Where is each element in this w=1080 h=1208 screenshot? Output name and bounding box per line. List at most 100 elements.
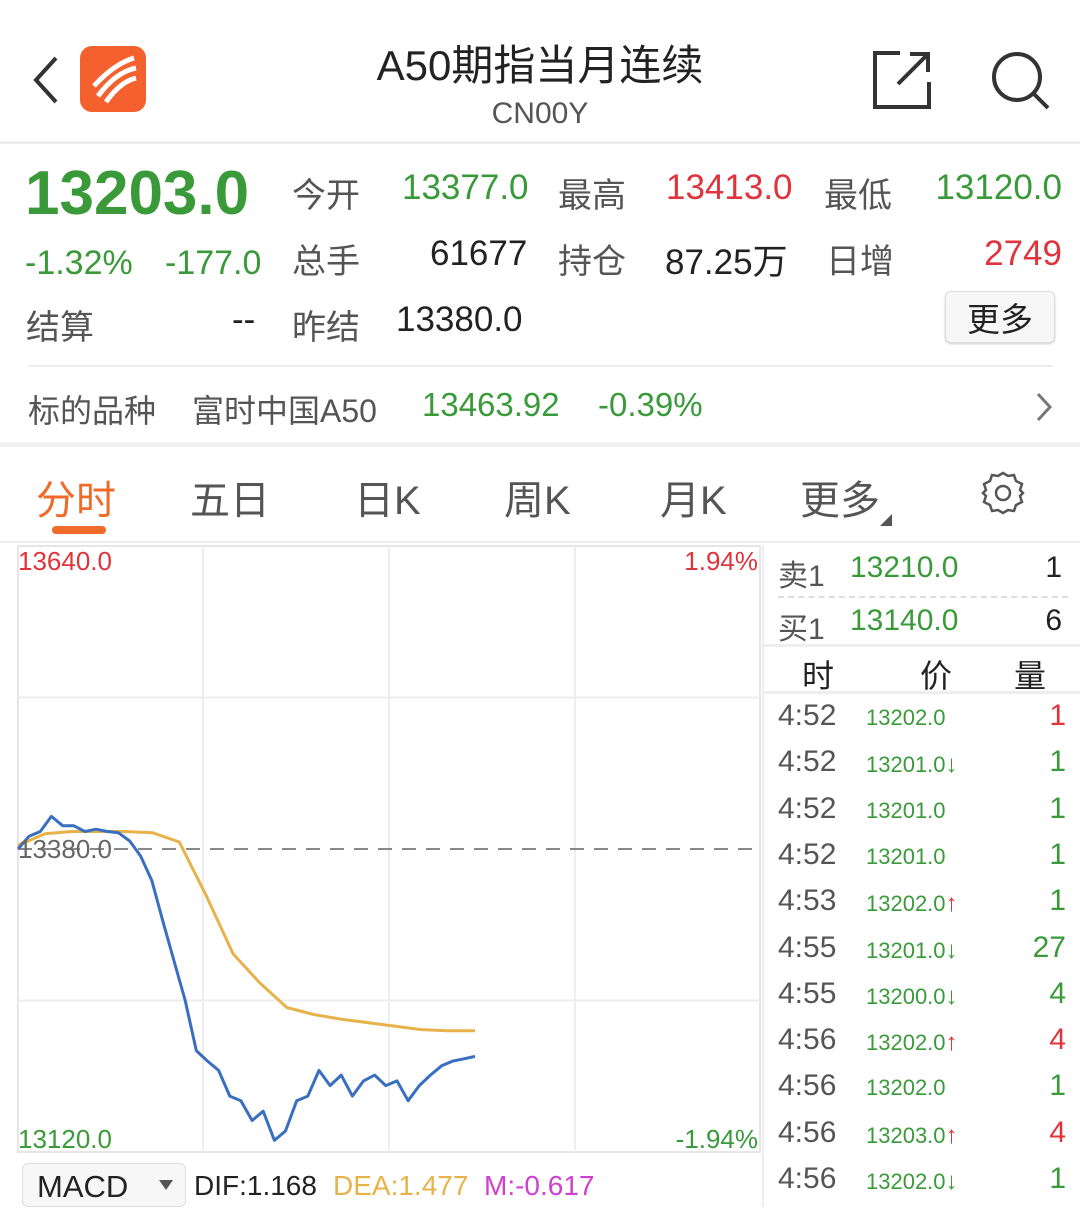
back-button[interactable]	[28, 52, 64, 108]
tick-price-value: 13202.0	[866, 1169, 946, 1194]
tick-volume: 1	[1049, 837, 1066, 871]
volume-value: 61677	[430, 234, 528, 273]
tick-price: 13200.0↓	[866, 983, 958, 1011]
tick-row: 4:55 13201.0↓ 27	[764, 931, 1080, 977]
open-label: 今开	[292, 177, 360, 215]
macd-dea: DEA:1.477	[333, 1170, 469, 1201]
more-quote-button[interactable]: 更多	[945, 291, 1055, 343]
tab-weekly-k[interactable]: 周K	[504, 479, 571, 523]
divider	[764, 691, 1080, 694]
tick-time: 4:53	[778, 884, 837, 918]
dropdown-triangle-icon	[159, 1180, 173, 1190]
tab-daily-k[interactable]: 日K	[354, 479, 421, 523]
tick-price: 13201.0	[866, 844, 946, 870]
settings-button[interactable]	[980, 470, 1026, 521]
y-max-label: 13640.0	[18, 546, 112, 576]
share-button[interactable]	[872, 50, 932, 115]
tick-volume: 1	[1049, 791, 1066, 825]
tick-price-value: 13201.0	[866, 937, 946, 963]
tick-price-value: 13202.0	[866, 891, 946, 917]
volume-label: 总手	[292, 243, 360, 281]
ref-price-label: 13380.0	[18, 834, 112, 864]
divider	[764, 644, 1080, 647]
down-arrow-icon: ↓	[945, 751, 958, 779]
tab-more[interactable]: 更多	[800, 468, 892, 526]
pct-min-label: -1.94%	[675, 1124, 758, 1154]
tick-row: 4:56 13203.0↑ 4	[764, 1116, 1080, 1162]
up-arrow-icon: ↑	[945, 890, 958, 918]
ask-label: 卖1	[778, 560, 825, 593]
col-volume: 量	[1014, 658, 1047, 694]
instrument-code: CN00Y	[491, 97, 589, 130]
underlying-row[interactable]: 标的品种 富时中国A50 13463.92 -0.39%	[0, 380, 1080, 436]
up-arrow-icon: ↑	[945, 1121, 958, 1149]
low-label: 最低	[824, 177, 892, 215]
intraday-chart[interactable]	[0, 543, 762, 1160]
tab-five-day[interactable]: 五日	[190, 479, 270, 523]
y-min-label: 13120.0	[18, 1124, 112, 1154]
tick-price: 13202.0	[866, 1075, 946, 1101]
dropdown-triangle-icon	[880, 514, 892, 526]
tick-price: 13201.0↓	[866, 937, 958, 965]
col-time: 时	[802, 658, 835, 694]
tick-time: 4:56	[778, 1162, 837, 1195]
active-tab-indicator	[52, 526, 106, 534]
indicator-select[interactable]: MACD	[22, 1163, 186, 1207]
settlement-label: 结算	[26, 309, 94, 347]
tick-price-value: 13202.0	[866, 1030, 946, 1056]
bid-volume: 6	[1045, 604, 1062, 637]
down-arrow-icon: ↓	[945, 936, 958, 964]
bid-row: 买1 13140.0 6	[764, 602, 1080, 648]
underlying-label: 标的品种	[28, 393, 157, 429]
indicator-select-value: MACD	[37, 1169, 129, 1204]
back-icon	[33, 56, 58, 104]
ask-row: 卖1 13210.0 1	[764, 549, 1080, 595]
tick-price-value: 13201.0	[866, 752, 946, 778]
tick-volume: 1	[1049, 884, 1066, 918]
underlying-price: 13463.92	[422, 386, 560, 423]
low-value: 13120.0	[935, 168, 1062, 207]
tick-volume: 4	[1049, 1115, 1066, 1149]
open-value: 13377.0	[402, 168, 529, 207]
app-logo	[80, 46, 146, 112]
tab-intraday[interactable]: 分时	[36, 479, 116, 523]
tick-row: 4:52 13201.0 1	[764, 792, 1080, 838]
tick-price: 13201.0↓	[866, 751, 958, 779]
tick-price-value: 13202.0	[866, 705, 946, 730]
tick-price: 13203.0↑	[866, 1122, 958, 1150]
tick-time: 4:56	[778, 1023, 837, 1057]
tick-price-value: 13201.0	[866, 843, 946, 869]
tick-row: 4:52 13201.0 1	[764, 838, 1080, 884]
price-line	[16, 814, 476, 1142]
tick-volume: 27	[1032, 930, 1066, 964]
tick-time: 4:56	[778, 1115, 837, 1149]
tick-volume: 4	[1049, 1023, 1066, 1057]
tick-row: 4:56 13202.0↓ 1	[764, 1162, 1080, 1208]
tick-price-value: 13201.0	[866, 797, 946, 823]
tick-volume: 1	[1049, 699, 1066, 732]
tick-price: 13202.0↑	[866, 890, 958, 918]
tick-row: 4:55 13200.0↓ 4	[764, 977, 1080, 1023]
average-price-line	[17, 830, 475, 1033]
tick-price: 13202.0	[866, 705, 946, 731]
ask-volume: 1	[1045, 551, 1062, 584]
col-price: 价	[920, 658, 953, 694]
change-pct: -1.32%	[25, 244, 133, 282]
page-title: A50期指当月连续	[376, 42, 704, 89]
divider	[28, 365, 1053, 367]
tick-time: 4:52	[778, 699, 837, 732]
divider	[0, 141, 1080, 144]
down-arrow-icon: ↓	[945, 1168, 958, 1195]
tick-price: 13202.0↓	[866, 1168, 958, 1196]
tick-price-value: 13200.0	[866, 983, 946, 1009]
settlement-value: --	[232, 300, 256, 339]
search-button[interactable]	[990, 50, 1052, 117]
change-value: -177.0	[165, 244, 262, 282]
underlying-change: -0.39%	[598, 386, 703, 423]
divider	[0, 541, 1080, 543]
tick-time: 4:56	[778, 1069, 837, 1103]
prev-settlement-label: 昨结	[292, 309, 360, 347]
underlying-name: 富时中国A50	[192, 393, 377, 429]
tab-monthly-k[interactable]: 月K	[660, 479, 727, 523]
down-arrow-icon: ↓	[945, 982, 958, 1010]
